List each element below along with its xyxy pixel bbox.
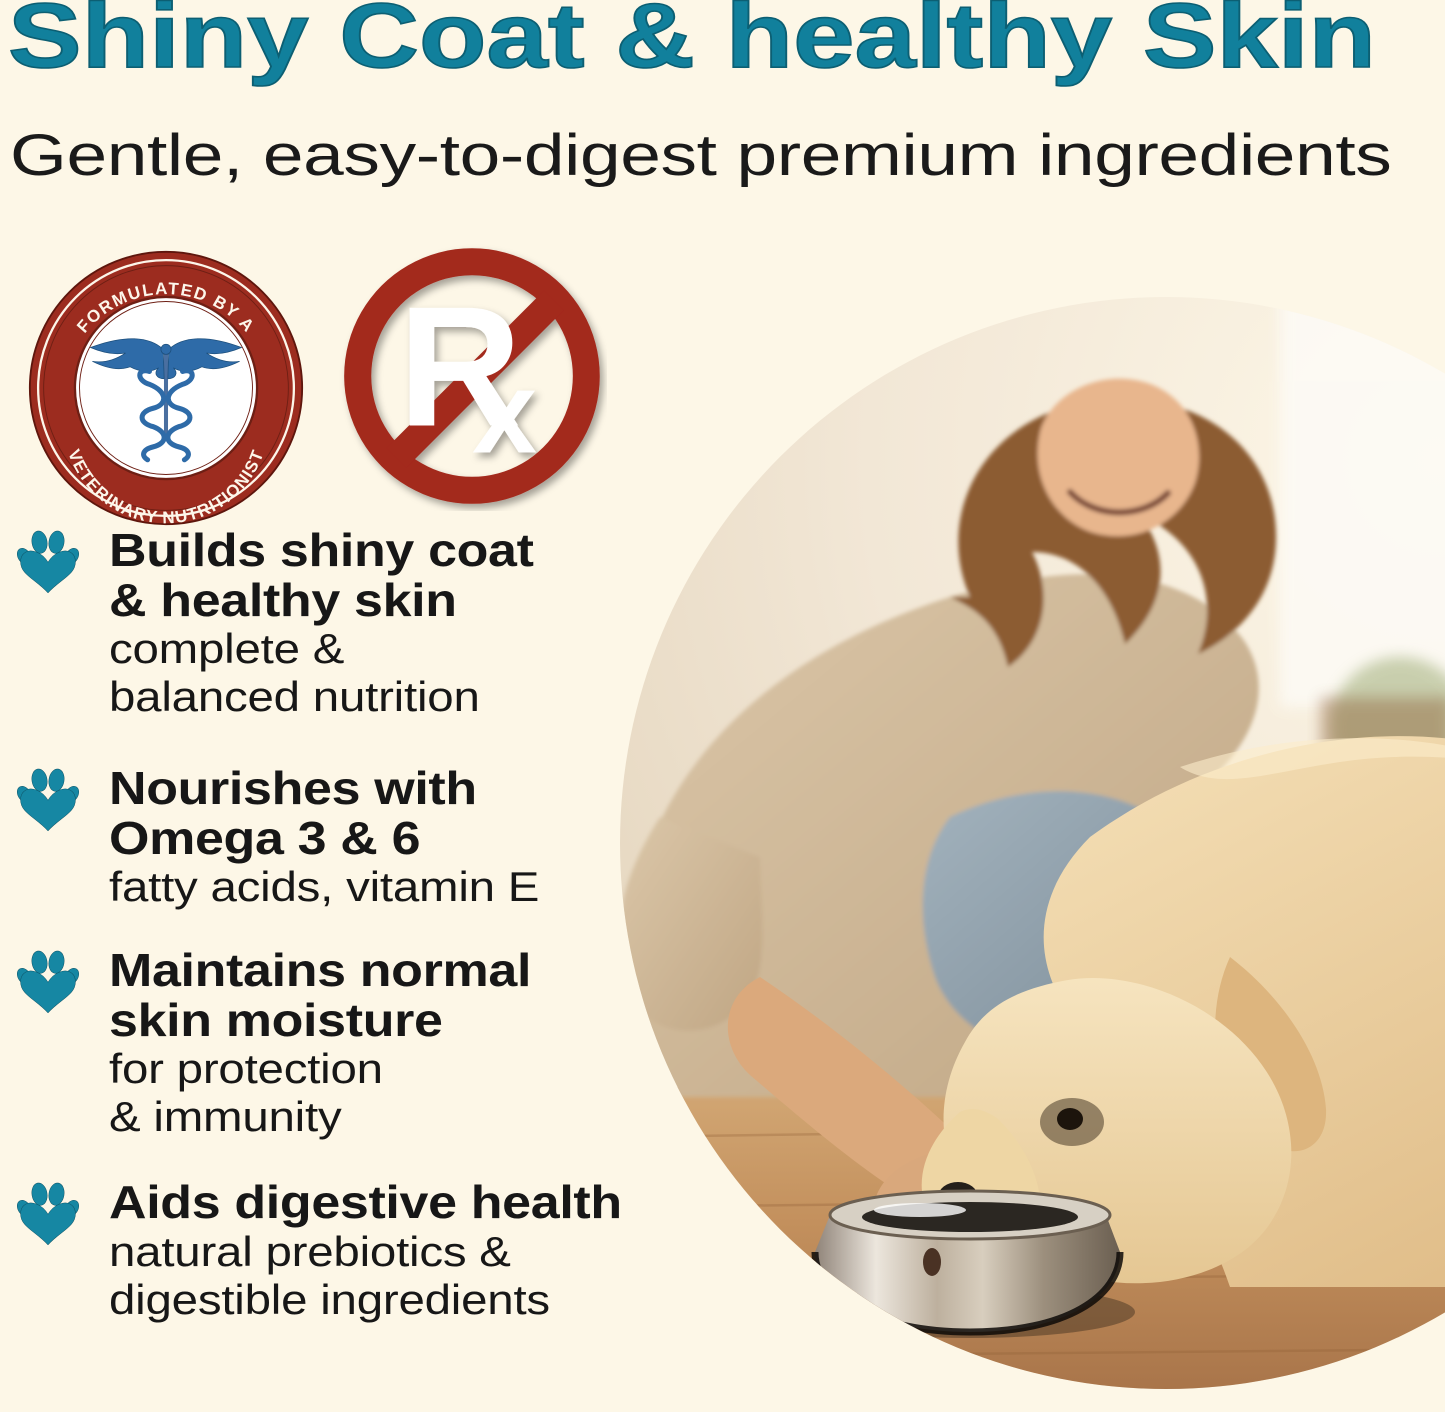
svg-text:x: x: [472, 347, 537, 478]
